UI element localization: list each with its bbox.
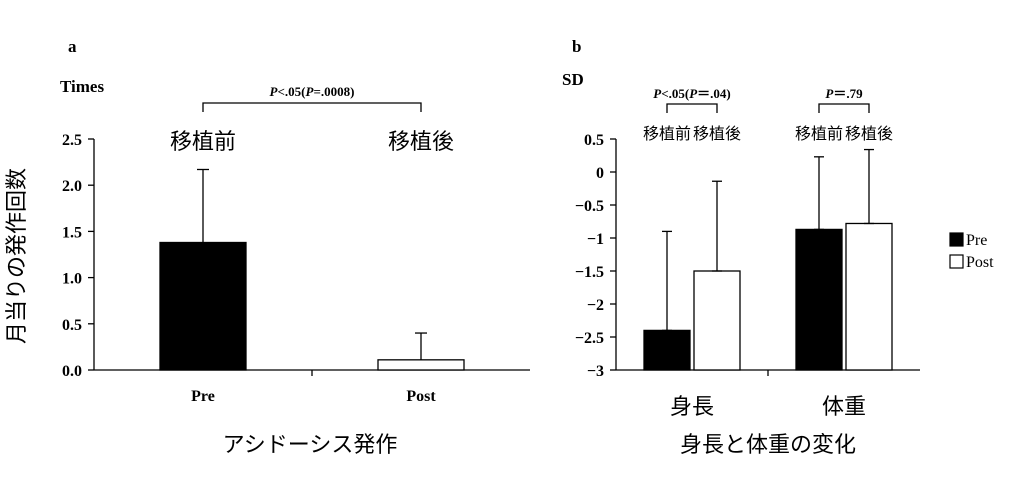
- panel-b-significance-bracket: [818, 103, 870, 113]
- panel-b-plot-area: 0.5 0 −0.5 −1 −1.5 −2 −2.5 −3 身長 体重: [575, 132, 920, 420]
- panel-b: b SD 身長と体重の変化 P<.05(P＝.04)移植前 移植後P＝.79移植前…: [562, 37, 994, 458]
- panel-b-legend-swatch-pre: [949, 232, 964, 247]
- panel-b-significance-bracket: [666, 103, 718, 113]
- panel-a-y-tick-label: 2.0: [62, 178, 82, 195]
- panel-a-bar-pre: [159, 241, 247, 371]
- panel-b-y-tick-label: 0.5: [584, 132, 604, 149]
- panel-b-label: b: [572, 37, 581, 56]
- panel-b-legend: Pre Post: [949, 232, 994, 271]
- panel-a-significance-label-part-2: P: [306, 84, 315, 99]
- panel-a-y-tick-label: 0.0: [62, 363, 82, 380]
- panel-b-significance-label-1-part-1: ＝.79: [833, 86, 863, 101]
- panel-a-y-tick-label: 1.5: [62, 224, 82, 241]
- panel-b-subnote: 移植後: [845, 124, 893, 143]
- panel-a-x-axis-label: アシドーシス発作: [223, 433, 398, 458]
- panel-b-y-tick-label: −2: [587, 297, 604, 314]
- panel-a-plot-area: 0.0 0.5 1.0 1.5 2.0 2.5 Pre Post: [62, 132, 530, 405]
- panel-b-y-tick-label: −2.5: [575, 330, 604, 347]
- panel-b-significance-label-1-part-0: P: [825, 86, 834, 101]
- panel-a-y-axis-label: 月当りの発作回数: [5, 168, 30, 344]
- panel-a-category-note-pre: 移植前: [170, 130, 236, 155]
- panel-a-significance-label: P<.05(P=.0008): [270, 84, 355, 99]
- panel-a-y-tick-label: 0.5: [62, 317, 82, 334]
- panel-a-significance-label-part-1: <.05(: [278, 84, 306, 99]
- panel-b-significance-label-0-part-1: <.05(: [661, 86, 689, 101]
- panel-b-subnote: 移植前: [643, 124, 691, 143]
- panel-b-bar-post: [693, 270, 741, 371]
- panel-b-bar-post: [845, 222, 893, 371]
- panel-b-y-tick-label: 0: [596, 165, 604, 182]
- panel-a-x-tick-label: Post: [406, 388, 436, 405]
- panel-b-significance-label: P<.05(P＝.04): [653, 86, 731, 101]
- panel-b-subnote: 移植前: [795, 124, 843, 143]
- panel-a-y-tick-label: 2.5: [62, 132, 82, 149]
- panel-b-y-tick-label: −1.5: [575, 264, 604, 281]
- panel-b-group-label: 身長: [670, 395, 714, 420]
- panel-b-subnote: 移植後: [693, 124, 741, 143]
- panel-a-bar-post: [377, 359, 465, 371]
- panel-b-legend-swatch-post: [949, 254, 964, 269]
- panel-a-label: a: [68, 37, 77, 56]
- panel-b-significance-label-0-part-3: ＝.04): [697, 86, 731, 101]
- panel-a-significance-bracket: [202, 102, 422, 112]
- panel-b-y-tick-label: −3: [587, 363, 604, 380]
- panel-a-significance-label-part-0: P: [270, 84, 279, 99]
- panel-b-legend-label-post: Post: [966, 254, 994, 271]
- panel-a-significance-label-part-3: =.0008): [313, 84, 354, 99]
- panel-a-unit-label: Times: [60, 77, 104, 96]
- panel-b-significance-label: P＝.79: [825, 86, 863, 101]
- panel-b-y-tick-label: −1: [587, 231, 604, 248]
- panel-b-unit-label: SD: [562, 70, 584, 89]
- panel-b-significance-label-0-part-0: P: [653, 86, 662, 101]
- panel-b-y-tick-label: −0.5: [575, 198, 604, 215]
- panel-b-significance-label-0-part-2: P: [689, 86, 698, 101]
- panel-a: a Times 月当りの発作回数 アシドーシス発作 移植前 移植後 P<.05(…: [5, 37, 530, 458]
- panel-a-category-note-post: 移植後: [388, 130, 454, 155]
- panel-b-bar-pre: [643, 329, 691, 371]
- panel-b-group-label: 体重: [822, 395, 866, 420]
- panel-a-y-tick-label: 1.0: [62, 271, 82, 288]
- panel-b-legend-label-pre: Pre: [966, 232, 987, 249]
- panel-b-x-axis-label: 身長と体重の変化: [680, 433, 856, 458]
- panel-b-bar-pre: [795, 228, 843, 371]
- panel-a-x-tick-label: Pre: [191, 388, 215, 405]
